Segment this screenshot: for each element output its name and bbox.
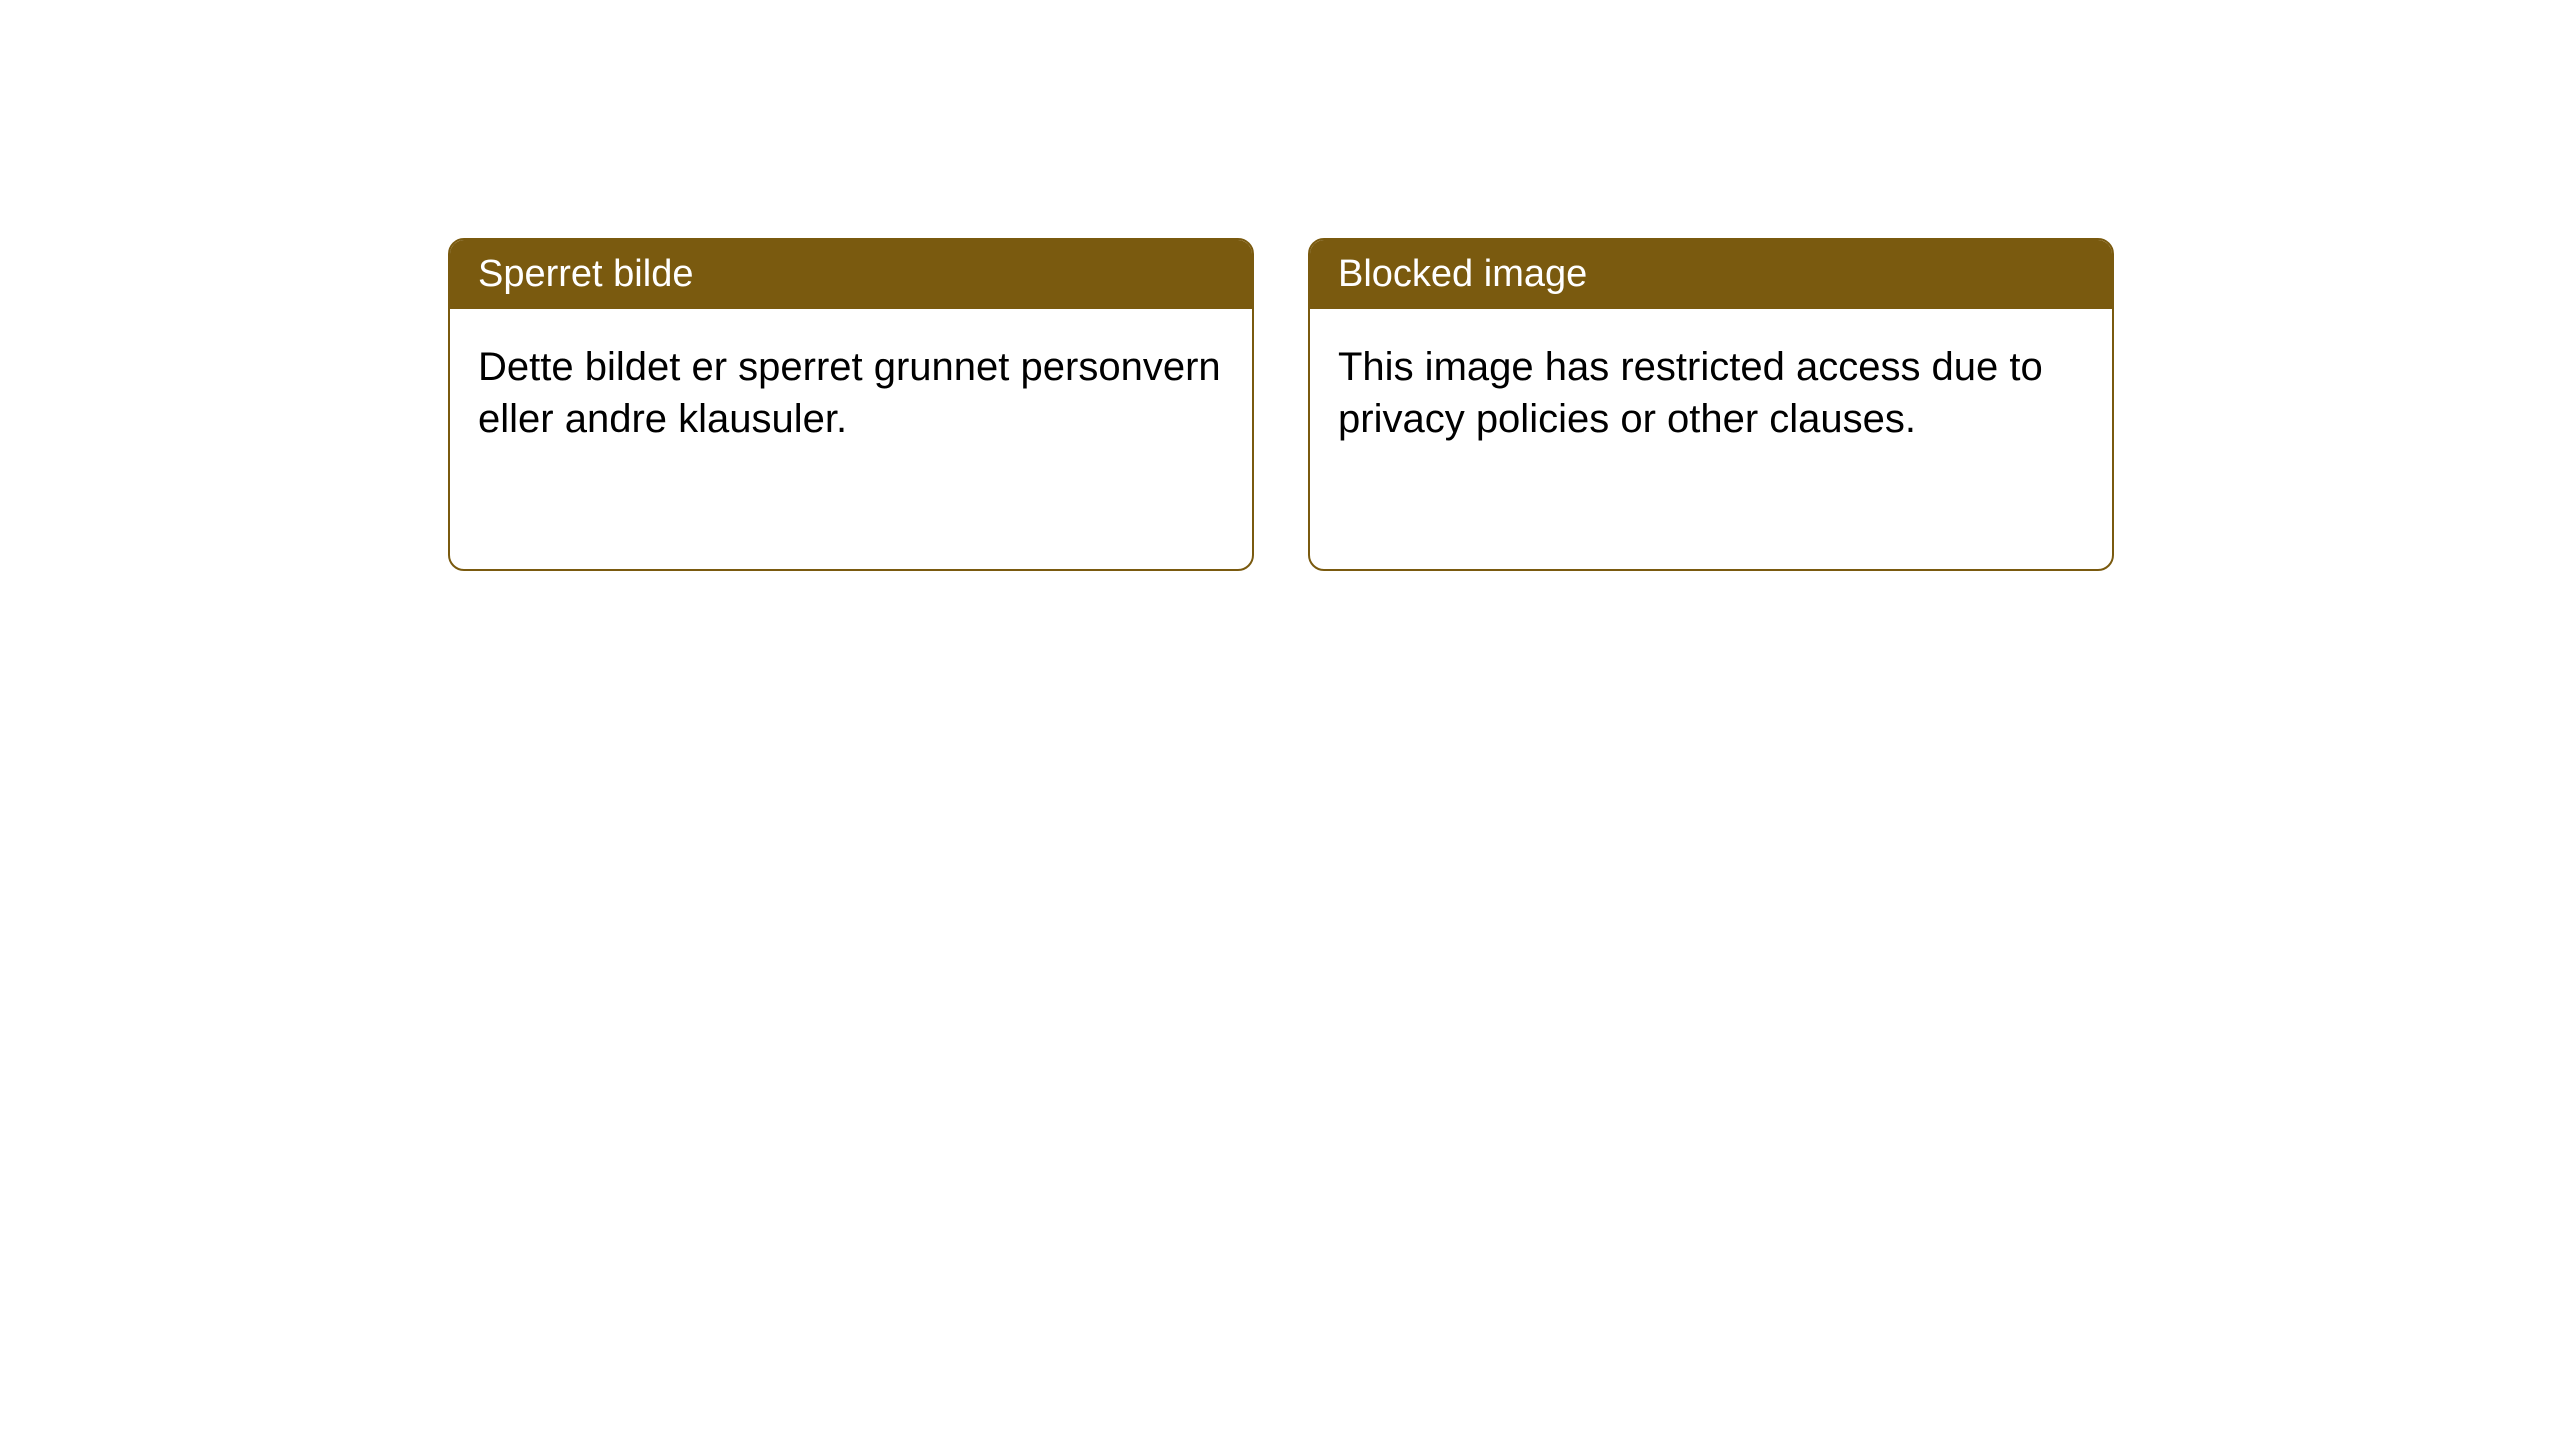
notice-container: Sperret bilde Dette bildet er sperret gr…	[448, 238, 2114, 571]
notice-title: Blocked image	[1338, 253, 1587, 295]
notice-message: This image has restricted access due to …	[1338, 345, 2043, 441]
notice-message: Dette bildet er sperret grunnet personve…	[478, 345, 1221, 441]
notice-body: Dette bildet er sperret grunnet personve…	[450, 309, 1252, 569]
notice-header: Blocked image	[1310, 240, 2112, 309]
notice-card-english: Blocked image This image has restricted …	[1308, 238, 2114, 571]
notice-title: Sperret bilde	[478, 253, 693, 295]
notice-header: Sperret bilde	[450, 240, 1252, 309]
notice-body: This image has restricted access due to …	[1310, 309, 2112, 569]
notice-card-norwegian: Sperret bilde Dette bildet er sperret gr…	[448, 238, 1254, 571]
